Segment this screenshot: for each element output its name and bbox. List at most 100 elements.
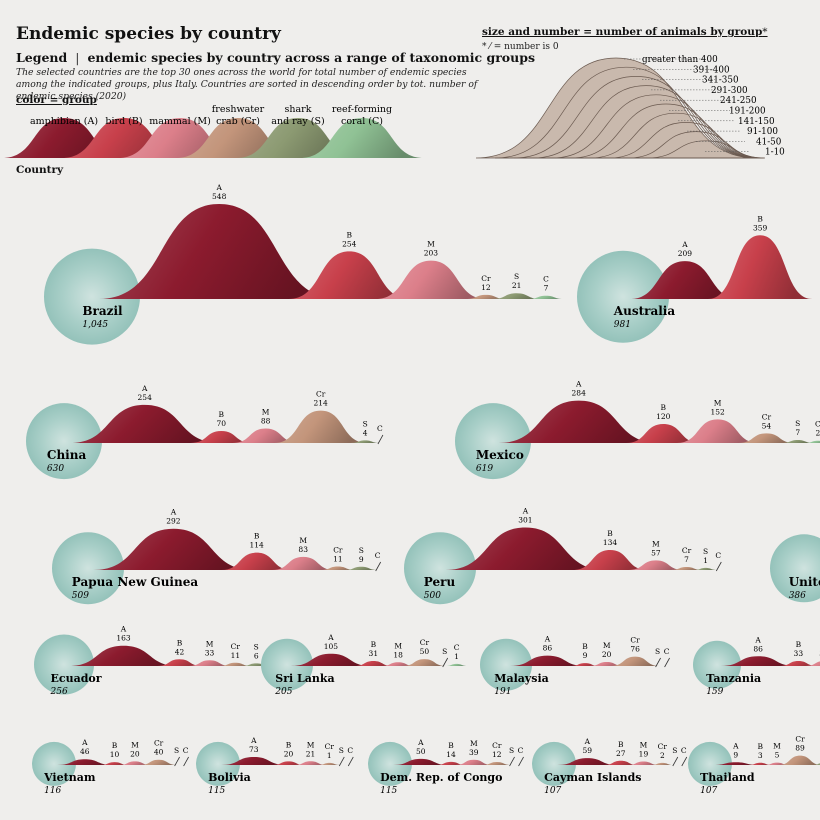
country-circle [52,532,124,605]
series-value-B: 14 [446,750,456,759]
series-value-Cr: 76 [630,645,640,654]
series-value-Cr: 40 [154,748,164,757]
series-key-C: C [681,746,687,755]
country-name: Peru [424,575,456,589]
country-total: 981 [614,320,631,330]
zero-mark-C [375,561,382,572]
hump-A [629,261,740,299]
series-value-A: 73 [249,745,259,754]
series-value-B: 27 [616,749,626,758]
size-level-9 [646,140,766,159]
legend-note: The selected countries are the top 30 on… [16,67,478,102]
country-total: 205 [274,687,292,697]
country-circle [32,741,76,786]
series-value-B: 33 [794,649,804,658]
hump-M [676,419,759,443]
series-key-M: M [470,739,478,748]
series-value-B: 31 [369,649,379,658]
hump-Cr [140,759,178,765]
series-value-B: 134 [603,538,618,547]
series-value-B: 254 [342,239,357,248]
country-total: 509 [72,591,89,601]
hump-S [812,763,820,765]
hump-B [748,762,772,765]
legend-separator: | [75,50,80,65]
hump-M [455,759,493,765]
chart-title: Endemic species by country [16,24,281,44]
country-thailand: A9B3M5Cr89S1CThailand107 [688,735,820,796]
series-value-Cr: 12 [481,283,491,292]
series-key-M: M [394,641,402,650]
series-value-B: 9 [583,651,588,660]
series-key-S: S [655,647,660,656]
series-value-B: 10 [110,750,120,759]
country-circle [577,250,669,343]
zero-mark-C [681,756,688,767]
series-value-S: 21 [512,281,522,290]
series-value-M: 203 [424,249,439,258]
series-key-S: S [514,272,519,281]
country-name: Mexico [476,448,524,462]
series-value-M: 57 [651,548,661,557]
country-total: 107 [544,786,561,796]
zero-note: * ⁄ = number is 0 [482,42,559,52]
series-value-Cr: 50 [420,647,430,656]
country-circle [196,741,240,786]
country-name: Thailand [700,771,755,784]
country-ecuador: A163B42M33Cr11S6C1Ecuador256 [34,625,285,697]
series-key-C: C [715,551,721,560]
series-key-Cr: Cr [325,742,335,751]
series-value-C: 1 [454,652,459,661]
color-legend-title: color = group [16,94,97,106]
series-key-C: C [543,275,549,284]
series-key-A: A [81,738,88,747]
hump-Cr [320,566,355,570]
color-legend: amphibian (A) bird (B) mammal (M)freshwate… [2,104,424,158]
series-value-A: 292 [166,517,181,526]
series-value-M: 33 [205,648,215,657]
series-key-M: M [714,398,722,407]
hump-M [119,761,151,765]
country-name: Sri Lanka [275,672,334,685]
hump-C [805,440,820,443]
series-key-S: S [363,419,368,428]
country-total: 191 [494,687,511,697]
hump-M [628,560,684,570]
series-value-B: 114 [249,541,264,550]
size-label: 1-10 [765,148,785,158]
series-key-A: A [584,737,591,746]
series-key-B: B [607,529,613,538]
size-label: 141-150 [738,117,775,127]
country-name: Tanzania [706,672,761,685]
zero-mark-S [672,756,679,767]
series-key-A: A [754,635,761,644]
series-value-M: 39 [469,748,479,757]
hump-A [93,528,254,570]
hump-S [344,566,378,570]
series-value-S: 6 [254,651,259,660]
series-value-B: 359 [753,223,768,232]
legend-label-S: and ray (S) [271,116,324,127]
series-key-M: M [299,536,307,545]
series-key-A: A [732,741,739,750]
series-key-M: M [652,539,660,548]
series-key-C: C [664,647,670,656]
country-name: Malaysia [494,672,549,685]
country-circle [368,741,412,786]
size-label: greater than 400 [642,55,718,65]
series-key-A: A [417,738,424,747]
series-value-B: 20 [284,749,294,758]
country-circle [480,638,532,691]
series-key-M: M [603,641,611,650]
series-value-S: 1 [703,556,708,565]
hump-B [157,659,202,666]
series-value-A: 209 [678,249,693,258]
series-value-M: 19 [639,749,649,758]
series-key-B: B [448,741,454,750]
